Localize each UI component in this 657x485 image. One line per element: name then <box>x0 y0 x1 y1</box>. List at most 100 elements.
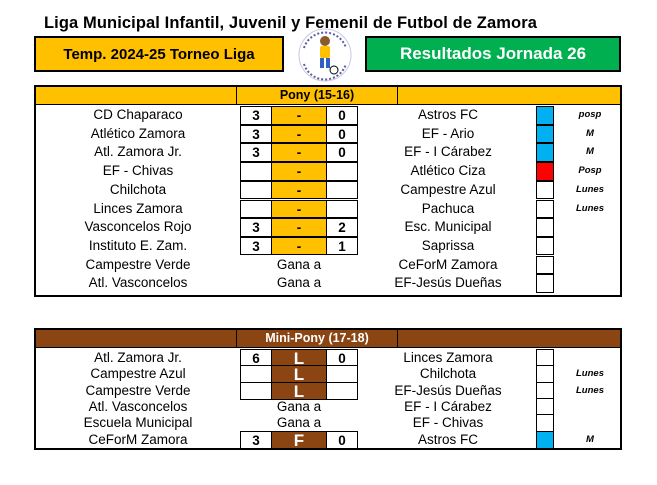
home-team: Atl. Zamora Jr. <box>94 350 182 365</box>
away-team: EF - I Cárabez <box>404 144 492 160</box>
match-row: CD Chaparaco 3-0 Astros FC posp <box>36 106 620 125</box>
season-label: Temp. 2024-25 Torneo Liga <box>34 36 284 72</box>
match-row: Campestre Verde Gana a CeForM Zamora <box>36 255 620 275</box>
away-team: EF-Jesús Dueñas <box>394 275 502 291</box>
away-team: EF - I Cárabez <box>404 398 492 414</box>
away-score <box>326 162 358 181</box>
status-box <box>536 106 554 125</box>
home-score: 3 <box>240 218 272 237</box>
away-team: CeForM Zamora <box>398 256 498 272</box>
result-text: Gana a <box>276 398 322 414</box>
away-team: Linces Zamora <box>403 350 493 365</box>
status-box <box>536 430 554 449</box>
status-box <box>536 218 554 237</box>
away-score: 0 <box>326 143 358 162</box>
status-box <box>536 143 554 162</box>
match-note <box>560 274 620 293</box>
away-team: Campestre Azul <box>400 181 496 197</box>
away-team: Astros FC <box>417 431 478 447</box>
match-note: Lunes <box>576 183 604 195</box>
result-separator: - <box>272 199 326 218</box>
home-score: 3 <box>240 236 272 256</box>
mini-pony-section: Mini-Pony (17-18) Atl. Zamora Jr. 6 L 0 Linc… <box>34 328 622 450</box>
result-separator: L <box>272 381 326 400</box>
pony-category-label: Pony (15-16) <box>236 87 398 104</box>
away-score <box>326 381 358 401</box>
home-score: 3 <box>240 430 272 449</box>
status-box <box>536 255 554 275</box>
match-row: Atlético Zamora 3-0 EF - Ario M <box>36 124 620 144</box>
away-score: 0 <box>326 430 358 449</box>
match-row: Chilchota - Campestre Azul Lunes <box>36 180 620 200</box>
league-title: Liga Municipal Infantil, Juvenil y Femen… <box>44 14 538 32</box>
away-team: Saprissa <box>421 237 475 253</box>
home-score: 3 <box>240 143 272 162</box>
match-note: Lunes <box>576 202 604 214</box>
result-separator: - <box>272 143 326 162</box>
match-note: Lunes <box>576 384 604 396</box>
match-row: Vasconcelos Rojo 3-2 Esc. Municipal <box>36 218 620 237</box>
result-separator: - <box>272 124 326 144</box>
result-text: Gana a <box>276 275 322 291</box>
result-separator: - <box>272 236 326 256</box>
away-team: Astros FC <box>417 107 478 122</box>
results-label: Resultados Jornada 26 <box>365 36 621 72</box>
home-team: Atl. Vasconcelos <box>88 275 188 291</box>
result-text: Gana a <box>276 415 322 431</box>
home-team: Vasconcelos Rojo <box>84 219 192 235</box>
home-team: Campestre Azul <box>90 366 186 382</box>
home-team: Atl. Vasconcelos <box>88 398 188 414</box>
status-box <box>536 236 554 256</box>
away-team: EF - Ario <box>421 125 475 141</box>
home-score: 3 <box>240 106 272 125</box>
result-separator: - <box>272 162 326 181</box>
pony-section: Pony (15-16) CD Chaparaco 3-0 Astros FC pos… <box>34 85 622 297</box>
match-row: CeForM Zamora 3 F 0 Astros FC M <box>36 430 620 449</box>
result-text: Gana a <box>276 256 322 272</box>
home-team: EF - Chivas <box>102 163 174 179</box>
match-row: EF - Chivas - Atlético Ciza Posp <box>36 162 620 181</box>
match-note: M <box>586 146 594 158</box>
league-logo-icon <box>298 28 352 82</box>
home-score <box>240 162 272 181</box>
home-team: Escuela Municipal <box>83 415 193 431</box>
status-box <box>536 162 554 181</box>
home-team: Atlético Zamora <box>90 125 186 141</box>
match-note: M <box>586 433 594 445</box>
away-team: EF - Chivas <box>412 415 484 431</box>
home-score <box>240 199 272 218</box>
status-box <box>536 124 554 144</box>
match-row: Campestre Verde L EF-Jesús Dueñas Lunes <box>36 381 620 401</box>
match-row: Atl. Zamora Jr. 6 L 0 Linces Zamora <box>36 349 620 368</box>
away-team: Pachuca <box>421 200 475 216</box>
home-team: Chilchota <box>109 181 167 197</box>
away-score: 2 <box>326 218 358 237</box>
match-note: posp <box>578 109 602 120</box>
home-score: 3 <box>240 124 272 144</box>
home-score <box>240 381 272 401</box>
result-separator: - <box>272 218 326 237</box>
away-score: 0 <box>326 124 358 144</box>
home-team: Instituto E. Zam. <box>88 237 188 253</box>
home-team: CeForM Zamora <box>88 431 188 447</box>
home-team: Campestre Verde <box>85 382 191 398</box>
match-row: Atl. Zamora Jr. 3-0 EF - I Cárabez M <box>36 143 620 162</box>
status-box <box>536 199 554 218</box>
home-team: Atl. Zamora Jr. <box>94 144 182 160</box>
away-score: 1 <box>326 236 358 256</box>
home-team: Campestre Verde <box>85 256 191 272</box>
home-score <box>240 180 272 200</box>
match-row: Escuela Municipal Gana a EF - Chivas <box>36 414 620 433</box>
away-team: Chilchota <box>419 366 477 382</box>
result-separator: - <box>272 106 326 125</box>
match-note: Posp <box>578 165 602 177</box>
mini-pony-category-label: Mini-Pony (17-18) <box>236 330 398 347</box>
home-team: Linces Zamora <box>93 200 183 216</box>
match-note <box>560 218 620 237</box>
result-separator: F <box>272 430 326 449</box>
match-note <box>560 256 620 275</box>
status-box <box>536 180 554 200</box>
match-row: Atl. Vasconcelos Gana a EF - I Cárabez <box>36 397 620 417</box>
away-score <box>326 199 358 218</box>
match-note <box>560 237 620 256</box>
